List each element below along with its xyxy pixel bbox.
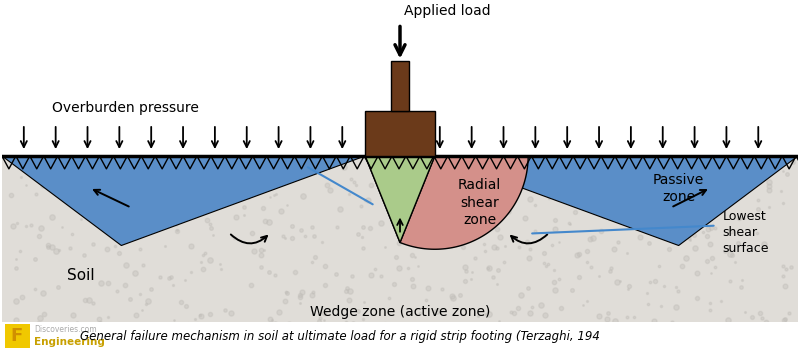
Polygon shape [435,156,798,245]
Polygon shape [400,156,528,249]
Polygon shape [365,156,435,243]
Text: Applied load: Applied load [404,4,490,18]
Text: Wedge zone (active zone): Wedge zone (active zone) [310,305,490,319]
Text: Passive
zone: Passive zone [653,173,704,204]
Polygon shape [272,63,458,243]
Polygon shape [2,156,365,245]
Polygon shape [2,322,798,350]
Text: Discoveries.com: Discoveries.com [34,324,96,334]
Polygon shape [2,156,798,350]
Polygon shape [365,111,435,156]
Text: Radial
shear
zone: Radial shear zone [458,178,502,227]
Polygon shape [391,61,409,111]
Text: General failure mechanism in soil at ultimate load for a rigid strip footing (Te: General failure mechanism in soil at ult… [79,330,599,343]
Polygon shape [2,2,798,156]
Polygon shape [5,324,30,348]
Text: Soil: Soil [66,268,94,283]
Text: F: F [10,327,23,345]
Text: Engineering: Engineering [34,337,105,347]
Text: Overburden pressure: Overburden pressure [52,101,198,115]
Text: Lowest
shear
surface: Lowest shear surface [722,210,769,255]
